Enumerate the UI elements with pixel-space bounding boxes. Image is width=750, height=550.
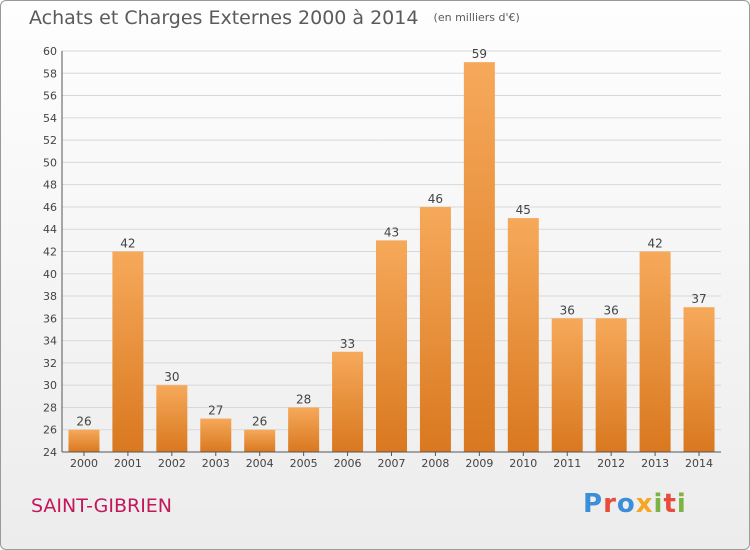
- y-tick-label: 32: [43, 357, 57, 370]
- data-label: 26: [252, 415, 267, 429]
- y-tick-label: 40: [43, 268, 57, 281]
- data-label: 27: [208, 404, 223, 418]
- y-tick-label: 48: [43, 179, 57, 192]
- y-tick-label: 58: [43, 67, 57, 80]
- bar-2002: [156, 385, 188, 452]
- bar-2013: [639, 251, 671, 452]
- data-labels: 26 42 30 27 26 28 33 43 46 59 45 36 36 42 37: [76, 47, 706, 429]
- bar-2008: [419, 206, 451, 452]
- y-tick-label: 60: [43, 45, 57, 58]
- bar-2004: [244, 429, 276, 452]
- bar-2010: [507, 218, 539, 452]
- bar-2012: [595, 318, 627, 452]
- data-label: 59: [472, 47, 487, 61]
- commune-name: SAINT-GIBRIEN: [31, 495, 173, 517]
- data-label: 36: [604, 303, 619, 317]
- y-tick-label: 36: [43, 312, 57, 325]
- y-tick-label: 26: [43, 424, 57, 437]
- x-tick-label: 2005: [290, 457, 318, 470]
- proxiti-logo: Proxiti: [583, 489, 687, 519]
- data-label: 43: [384, 225, 399, 239]
- data-label: 45: [516, 203, 531, 217]
- data-label: 36: [560, 303, 575, 317]
- y-tick-label: 56: [43, 90, 57, 103]
- y-tick-label: 28: [43, 401, 57, 414]
- data-label: 33: [340, 337, 355, 351]
- y-tick-label: 42: [43, 246, 57, 259]
- x-tick-label: 2002: [158, 457, 186, 470]
- chart-title: Achats et Charges Externes 2000 à 2014: [29, 7, 419, 29]
- y-tick-label: 46: [43, 201, 57, 214]
- x-tick-label: 2001: [114, 457, 142, 470]
- data-label: 30: [164, 370, 179, 384]
- y-tick-label: 50: [43, 156, 57, 169]
- logo-letter: i: [653, 489, 664, 519]
- y-tick-label: 24: [43, 446, 57, 459]
- logo-letter: i: [676, 489, 687, 519]
- bar-2011: [551, 318, 583, 452]
- data-label: 26: [76, 415, 91, 429]
- bar-2000: [68, 429, 100, 452]
- y-tick-label: 44: [43, 223, 57, 236]
- bar-2001: [112, 251, 144, 452]
- data-label: 46: [428, 192, 443, 206]
- logo-letter: t: [663, 489, 677, 519]
- bar-2006: [332, 351, 364, 452]
- y-tick-label: 38: [43, 290, 57, 303]
- axes: 24 26 28 30 32 34 36 38 40 42 44 46 48 50 52 54 56 58 60 20…: [43, 45, 721, 470]
- bar-2007: [376, 240, 407, 452]
- data-label: 42: [120, 237, 135, 251]
- y-tick-label: 54: [43, 112, 57, 125]
- y-tick-label: 52: [43, 134, 57, 147]
- x-tick-label: 2003: [202, 457, 230, 470]
- chart-title-block: Achats et Charges Externes 2000 à 2014 (…: [29, 7, 520, 29]
- bar-2005: [288, 407, 320, 452]
- x-tick-label: 2014: [685, 457, 713, 470]
- logo-letter: P: [583, 489, 604, 519]
- y-tick-label: 30: [43, 379, 57, 392]
- x-tick-label: 2006: [334, 457, 362, 470]
- bars: [68, 62, 715, 453]
- x-tick-label: 2007: [378, 457, 406, 470]
- data-label: 37: [691, 292, 706, 306]
- x-tick-label: 2004: [246, 457, 274, 470]
- y-tick-label: 34: [43, 335, 57, 348]
- logo-letter: x: [635, 489, 654, 519]
- data-label: 28: [296, 392, 311, 406]
- chart-subtitle: (en milliers d'€): [433, 11, 520, 24]
- bar-2003: [200, 418, 232, 452]
- x-tick-label: 2009: [465, 457, 493, 470]
- x-tick-label: 2008: [421, 457, 449, 470]
- bar-2014: [683, 307, 715, 452]
- logo-letter: o: [616, 489, 636, 519]
- x-tick-label: 2012: [597, 457, 625, 470]
- data-label: 42: [647, 237, 662, 251]
- x-tick-label: 2011: [553, 457, 581, 470]
- x-tick-label: 2010: [509, 457, 537, 470]
- x-tick-label: 2000: [70, 457, 98, 470]
- logo-letter: r: [603, 489, 617, 519]
- bar-2009: [463, 62, 495, 453]
- x-tick-label: 2013: [641, 457, 669, 470]
